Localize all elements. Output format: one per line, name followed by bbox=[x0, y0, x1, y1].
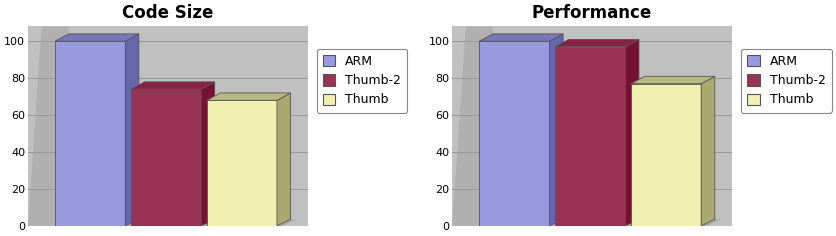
Polygon shape bbox=[206, 93, 291, 100]
Polygon shape bbox=[28, 26, 69, 226]
Title: Code Size: Code Size bbox=[122, 4, 213, 22]
Polygon shape bbox=[131, 82, 215, 89]
Polygon shape bbox=[55, 34, 139, 41]
Polygon shape bbox=[479, 41, 549, 226]
Polygon shape bbox=[555, 47, 625, 226]
Polygon shape bbox=[277, 93, 291, 226]
Polygon shape bbox=[452, 26, 493, 226]
Polygon shape bbox=[125, 34, 139, 226]
Title: Performance: Performance bbox=[532, 4, 652, 22]
Polygon shape bbox=[55, 219, 296, 226]
Polygon shape bbox=[631, 84, 701, 226]
Polygon shape bbox=[555, 39, 639, 47]
Legend: ARM, Thumb-2, Thumb: ARM, Thumb-2, Thumb bbox=[741, 49, 832, 113]
Polygon shape bbox=[479, 34, 563, 41]
Polygon shape bbox=[479, 219, 721, 226]
Legend: ARM, Thumb-2, Thumb: ARM, Thumb-2, Thumb bbox=[317, 49, 407, 113]
Polygon shape bbox=[625, 39, 639, 226]
Polygon shape bbox=[206, 100, 277, 226]
Polygon shape bbox=[131, 89, 201, 226]
Polygon shape bbox=[201, 82, 215, 226]
Polygon shape bbox=[701, 76, 715, 226]
Polygon shape bbox=[549, 34, 563, 226]
Polygon shape bbox=[55, 41, 125, 226]
Polygon shape bbox=[631, 76, 715, 84]
